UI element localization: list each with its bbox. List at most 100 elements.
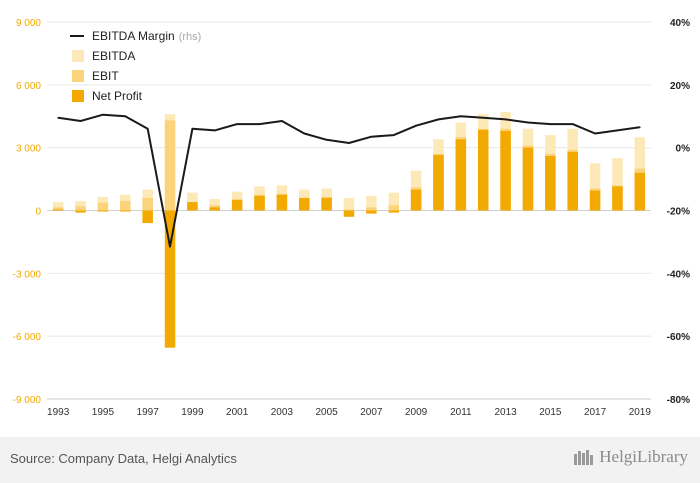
source-note: Source: Company Data, Helgi Analytics bbox=[10, 451, 237, 466]
y-tick-label: -6 000 bbox=[13, 332, 42, 343]
ebit-bar bbox=[366, 207, 377, 211]
x-tick-label: 1995 bbox=[92, 407, 115, 418]
ebitda-margin-point bbox=[281, 120, 283, 122]
net-profit-bar bbox=[142, 210, 153, 224]
right-axis: 40% 20% 0% -20% -40% -60% -80% bbox=[667, 18, 690, 406]
y2-tick-label: 40% bbox=[670, 18, 690, 29]
net-profit-bar bbox=[612, 186, 623, 211]
ebitda-margin-point bbox=[504, 118, 507, 121]
margin-line-group bbox=[57, 113, 641, 248]
x-tick-label: 2005 bbox=[316, 407, 339, 418]
legend-label: Net Profit bbox=[92, 89, 143, 103]
ebitda-margin-point bbox=[102, 113, 104, 116]
library-icon bbox=[574, 450, 594, 465]
net-profit-bar bbox=[120, 210, 131, 212]
y-tick-label: 6 000 bbox=[16, 81, 41, 92]
ebitda-bar bbox=[612, 158, 623, 211]
net-profit-bar bbox=[522, 147, 534, 211]
x-tick-label: 1999 bbox=[181, 407, 204, 418]
net-profit-bar bbox=[634, 172, 646, 211]
ebitda-margin-point bbox=[370, 135, 373, 138]
ebitda-margin-point bbox=[527, 121, 529, 124]
x-tick-label: 2011 bbox=[450, 407, 472, 418]
net-profit-bar bbox=[343, 210, 355, 217]
y2-tick-label: -20% bbox=[667, 207, 690, 218]
brand-name: HelgiLibrary bbox=[599, 447, 688, 466]
ebitda-margin-point bbox=[437, 118, 440, 121]
net-profit-bar bbox=[209, 207, 221, 211]
net-profit-bar bbox=[164, 210, 176, 348]
ebit-bar bbox=[52, 207, 64, 211]
ebit-bar bbox=[120, 201, 131, 211]
net-profit-bar bbox=[366, 210, 377, 214]
ebit-bar bbox=[142, 197, 153, 211]
ebitda-bar bbox=[366, 195, 377, 211]
y-tick-label: -3 000 bbox=[13, 269, 42, 280]
ebitda-margin-point bbox=[549, 123, 552, 125]
ebitda-bar bbox=[52, 202, 64, 211]
ebitda-margin-point bbox=[169, 245, 171, 248]
ebitda-margin-point bbox=[460, 115, 462, 118]
ebit-bar bbox=[97, 202, 109, 211]
net-profit-bar bbox=[567, 151, 578, 211]
ebitda-margin-point bbox=[213, 129, 216, 132]
x-tick-label: 1997 bbox=[137, 407, 160, 418]
ebitda-margin-point bbox=[348, 142, 350, 144]
net-profit-bar bbox=[254, 195, 265, 211]
x-tick-label: 2015 bbox=[539, 407, 562, 418]
ebitda-margin-point bbox=[482, 117, 485, 119]
ebitda-margin-point bbox=[392, 134, 395, 136]
y2-tick-label: -80% bbox=[667, 395, 690, 406]
ebitda-margin-point bbox=[325, 139, 328, 141]
y2-tick-label: 0% bbox=[676, 144, 691, 155]
y-tick-label: 0 bbox=[35, 207, 41, 218]
ebitda-margin-point bbox=[571, 123, 574, 125]
net-profit-bar bbox=[410, 189, 422, 211]
ebitda-margin-point bbox=[415, 124, 417, 127]
x-tick-label: 2017 bbox=[584, 407, 607, 418]
net-profit-bar bbox=[545, 156, 556, 211]
bars-group bbox=[52, 112, 646, 348]
ebitda-margin-point bbox=[258, 123, 261, 125]
y-tick-label: -9 000 bbox=[13, 395, 42, 406]
ebitda-margin-point bbox=[79, 120, 82, 122]
ebitda-bar bbox=[388, 192, 399, 211]
ebit-bar bbox=[75, 206, 86, 211]
net-profit-bar bbox=[187, 202, 198, 211]
x-axis: 1993 1995 1997 1999 2001 2003 2005 2007 2009 2011… bbox=[47, 398, 652, 418]
ebitda-margin-point bbox=[236, 123, 238, 125]
legend-label: EBITDA bbox=[92, 49, 135, 63]
ebit-bar bbox=[388, 205, 399, 211]
left-axis: 9 000 6 000 3 000 0 -3 000 -6 000 -9 000 bbox=[13, 18, 42, 406]
net-profit-bar bbox=[433, 154, 444, 211]
chart-svg: 9 000 6 000 3 000 0 -3 000 -6 000 -9 000 40% 20… bbox=[13, 18, 690, 418]
x-tick-label: 2001 bbox=[226, 407, 249, 418]
y2-tick-label: 20% bbox=[670, 81, 690, 92]
net-profit-bar bbox=[299, 197, 310, 211]
ebitda-bar bbox=[75, 201, 86, 211]
y2-tick-label: -60% bbox=[667, 332, 690, 343]
ebit-bar bbox=[164, 120, 176, 211]
x-tick-label: 2007 bbox=[360, 407, 383, 418]
net-profit-bar bbox=[231, 200, 243, 211]
net-profit-bar bbox=[589, 190, 601, 211]
legend-swatch bbox=[72, 50, 84, 62]
legend-label: EBITDA Margin bbox=[92, 29, 175, 43]
legend-label: EBIT bbox=[92, 69, 119, 83]
net-profit-bar bbox=[388, 210, 399, 213]
ebitda-margin-point bbox=[57, 117, 59, 119]
x-tick-label: 2019 bbox=[629, 407, 652, 418]
net-profit-bar bbox=[455, 139, 467, 211]
legend-swatch bbox=[72, 90, 84, 102]
net-profit-bar bbox=[477, 129, 489, 211]
ebitda-margin-point bbox=[616, 129, 619, 132]
ebitda-margin-point bbox=[303, 132, 306, 135]
y2-tick-label: -40% bbox=[667, 269, 690, 280]
ebitda-margin-point bbox=[124, 115, 127, 118]
x-tick-label: 1993 bbox=[47, 407, 70, 418]
ebitda-bar bbox=[187, 192, 198, 211]
ebitda-margin-point bbox=[191, 128, 194, 130]
y-tick-label: 3 000 bbox=[16, 144, 41, 155]
ebitda-margin-point bbox=[594, 132, 596, 135]
